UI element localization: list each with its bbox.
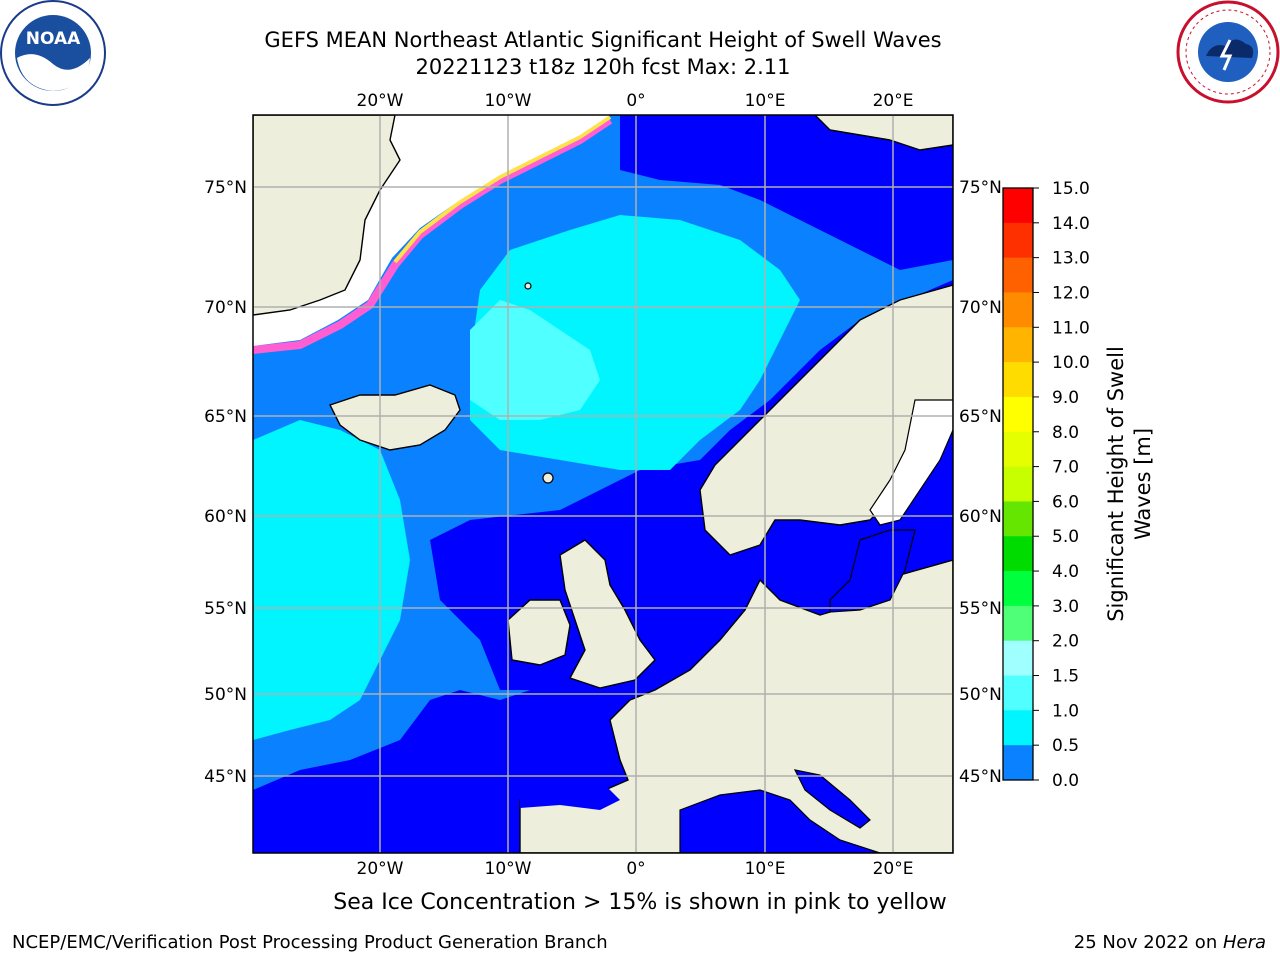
colorbar-tick-label: 0.0 bbox=[1052, 771, 1079, 791]
colorbar-segment bbox=[1003, 710, 1033, 746]
lat-labels-left: 75°N 70°N 65°N 60°N 55°N 50°N 45°N bbox=[204, 178, 247, 787]
colorbar-segment bbox=[1003, 362, 1033, 398]
colorbar-tick-label: 12.0 bbox=[1052, 283, 1090, 303]
colorbar-tick-label: 4.0 bbox=[1052, 562, 1079, 582]
land-greenland bbox=[253, 115, 401, 316]
chart-subtitle: 20221123 t18z 120h fcst Max: 2.11 bbox=[415, 55, 791, 79]
lat-label: 50°N bbox=[204, 685, 247, 705]
lon-label: 10°E bbox=[745, 91, 786, 111]
footer-credit: NCEP/EMC/Verification Post Processing Pr… bbox=[12, 932, 608, 953]
map-panel bbox=[253, 115, 953, 853]
lat-label: 75°N bbox=[959, 178, 1002, 198]
colorbar-segment bbox=[1003, 640, 1033, 677]
colorbar-segment bbox=[1003, 431, 1033, 468]
colorbar-tick-label: 9.0 bbox=[1052, 388, 1079, 408]
colorbar-tick-label: 15.0 bbox=[1052, 179, 1090, 199]
lat-label: 60°N bbox=[204, 507, 247, 527]
colorbar-tick-label: 3.0 bbox=[1052, 597, 1079, 617]
colorbar-tick-label: 0.5 bbox=[1052, 736, 1079, 756]
colorbar-label-line2: Waves [m] bbox=[1131, 428, 1155, 540]
colorbar-tick-label: 10.0 bbox=[1052, 353, 1090, 373]
colorbar-tick-label: 14.0 bbox=[1052, 214, 1090, 234]
colorbar-segment bbox=[1003, 675, 1033, 711]
sea-ice-caption: Sea Ice Concentration > 15% is shown in … bbox=[333, 890, 947, 915]
colorbar-segment bbox=[1003, 536, 1033, 572]
colorbar-tick-label: 11.0 bbox=[1052, 318, 1090, 338]
land-svalbard bbox=[814, 115, 953, 151]
colorbar-label: Significant Height of Swell Waves [m] bbox=[1104, 346, 1155, 622]
colorbar-tick-label: 1.5 bbox=[1052, 667, 1079, 687]
lat-label: 55°N bbox=[204, 599, 247, 619]
lon-label: 20°W bbox=[357, 91, 404, 111]
colorbar-segment bbox=[1003, 292, 1033, 328]
swell-band-high-core bbox=[470, 300, 600, 420]
land-iceland bbox=[329, 384, 461, 451]
colorbar-segment bbox=[1003, 257, 1033, 293]
lat-labels-right: 75°N 70°N 65°N 60°N 55°N 50°N 45°N bbox=[959, 178, 1002, 787]
colorbar-tick-label: 7.0 bbox=[1052, 458, 1079, 478]
sea-ice-edge-yellow bbox=[393, 115, 612, 264]
noaa-logo: NOAA bbox=[0, 0, 106, 106]
land-faroe bbox=[542, 472, 554, 484]
lon-label: 10°E bbox=[745, 859, 786, 879]
lat-label: 70°N bbox=[204, 298, 247, 318]
lat-label: 45°N bbox=[204, 767, 247, 787]
lat-label: 50°N bbox=[959, 685, 1002, 705]
lat-label: 75°N bbox=[204, 178, 247, 198]
footer-date-text: 25 Nov 2022 on bbox=[1073, 932, 1223, 953]
colorbar-tick-label: 1.0 bbox=[1052, 701, 1079, 721]
lat-label: 70°N bbox=[959, 298, 1002, 318]
colorbar-tick-label: 8.0 bbox=[1052, 423, 1079, 443]
lon-label: 20°W bbox=[357, 859, 404, 879]
swell-band-mid-west bbox=[253, 420, 410, 740]
footer-date: 25 Nov 2022 on Hera bbox=[1074, 932, 1266, 953]
colorbar-tick-label: 6.0 bbox=[1052, 492, 1079, 512]
colorbar: 15.0 14.0 13.0 12.0 11.0 10.0 9.0 8.0 7.0 6.0 5.0 4… bbox=[1003, 179, 1090, 791]
colorbar-segment bbox=[1003, 501, 1033, 537]
colorbar-segment bbox=[1003, 605, 1033, 642]
colorbar-segment bbox=[1003, 222, 1033, 259]
sea-bothnia bbox=[869, 399, 953, 526]
sea-mediterranean bbox=[679, 789, 881, 853]
lat-label: 45°N bbox=[959, 767, 1002, 787]
land-jan-mayen bbox=[524, 282, 532, 290]
colorbar-segment bbox=[1003, 188, 1033, 224]
sea-adriatic bbox=[793, 769, 871, 829]
colorbar-frame bbox=[1002, 187, 1034, 781]
swell-band-low-north bbox=[620, 115, 953, 270]
land-great-britain bbox=[559, 539, 656, 689]
lat-label: 60°N bbox=[959, 507, 1002, 527]
bay-of-biscay bbox=[520, 785, 620, 810]
svg-text:NOAA: NOAA bbox=[26, 29, 81, 49]
colorbar-label-line1: Significant Height of Swell bbox=[1104, 346, 1128, 622]
colorbar-tick-label: 13.0 bbox=[1052, 249, 1090, 269]
nws-logo bbox=[1176, 0, 1280, 104]
graticule bbox=[253, 115, 953, 853]
footer-machine: Hera bbox=[1222, 932, 1266, 953]
colorbar-segment bbox=[1003, 327, 1033, 363]
colorbar-segment bbox=[1003, 466, 1033, 502]
lon-label: 0° bbox=[626, 91, 645, 111]
lon-label: 10°W bbox=[485, 859, 532, 879]
lon-label: 0° bbox=[626, 859, 645, 879]
lat-label: 65°N bbox=[204, 407, 247, 427]
lat-label: 55°N bbox=[959, 599, 1002, 619]
colorbar-segment bbox=[1003, 396, 1033, 433]
colorbar-tick-label: 5.0 bbox=[1052, 527, 1079, 547]
lon-labels-bottom: 20°W 10°W 0° 10°E 20°E bbox=[357, 859, 914, 879]
chart-title: GEFS MEAN Northeast Atlantic Significant… bbox=[264, 28, 942, 52]
colorbar-tick-label: 2.0 bbox=[1052, 632, 1079, 652]
lon-label: 10°W bbox=[485, 91, 532, 111]
lat-label: 65°N bbox=[959, 407, 1002, 427]
colorbar-segment bbox=[1003, 745, 1033, 781]
lon-label: 20°E bbox=[873, 859, 914, 879]
lon-label: 20°E bbox=[873, 91, 914, 111]
lon-labels-top: 20°W 10°W 0° 10°E 20°E bbox=[357, 91, 914, 111]
colorbar-segment bbox=[1003, 571, 1033, 607]
land-ireland bbox=[507, 599, 571, 666]
map-frame bbox=[252, 114, 954, 854]
